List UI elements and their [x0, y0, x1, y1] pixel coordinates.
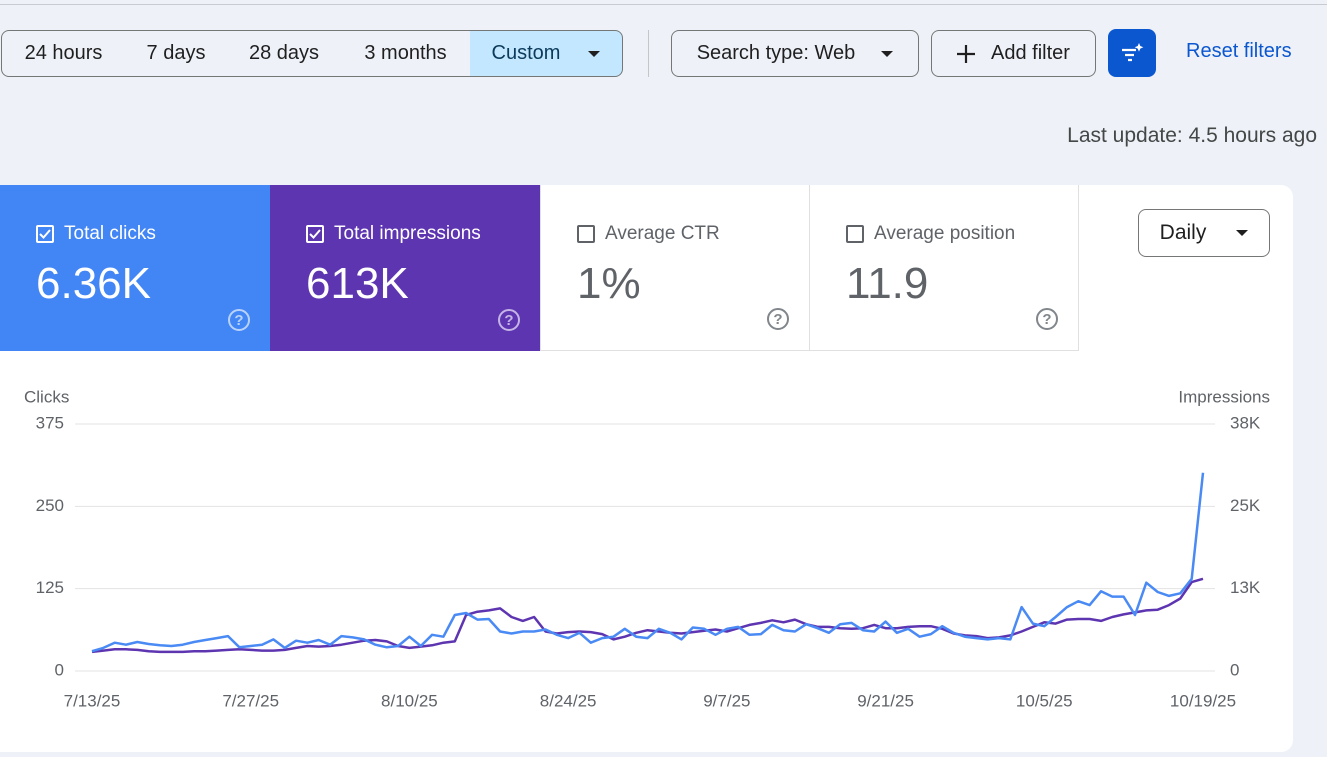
metric-value: 11.9	[846, 259, 929, 308]
checkbox	[577, 225, 595, 243]
x-tick-label: 7/27/25	[222, 691, 279, 710]
range-button[interactable]: 28 days	[227, 30, 342, 77]
x-tick-label: 10/19/25	[1170, 691, 1236, 710]
range-button[interactable]: 3 months	[341, 30, 471, 77]
filter-icon	[1122, 43, 1144, 62]
range-label: Custom	[491, 42, 561, 64]
dropdown-icon	[588, 50, 601, 57]
x-tick-label: 9/21/25	[857, 691, 914, 710]
metric-label: Total clicks	[64, 223, 156, 244]
x-tick-label: 9/7/25	[703, 691, 750, 710]
range-button[interactable]: 24 hours	[1, 30, 126, 77]
x-tick-label: 7/13/25	[64, 691, 121, 710]
metric-label: Total impressions	[334, 223, 481, 244]
y-tick-label: 250	[36, 496, 64, 515]
y2-tick-label: 13K	[1230, 578, 1261, 597]
chart: Clicks Impressions 0 125 250 375 0 13K 25K 38K 7…	[24, 387, 1270, 710]
metric-label: Average position	[874, 223, 1016, 244]
metric-tile[interactable]: Total clicks 6.36K ?	[0, 185, 270, 351]
range-button[interactable]: 7 days	[125, 30, 228, 77]
help-icon[interactable]: ?	[228, 309, 250, 331]
help-icon[interactable]: ?	[498, 309, 520, 331]
help-icon[interactable]: ?	[1036, 308, 1058, 330]
y-tick-label: 375	[36, 413, 64, 432]
y2-tick-label: 38K	[1230, 413, 1261, 432]
y-tick-label: 0	[55, 660, 64, 679]
divider	[0, 4, 1327, 5]
x-tick-label: 8/24/25	[540, 691, 597, 710]
metric-label: Average CTR	[605, 223, 720, 244]
help-icon[interactable]: ?	[767, 308, 789, 330]
metric-value: 613K	[306, 259, 409, 308]
metric-tile[interactable]: Average position 11.9 ?	[809, 185, 1079, 351]
metric-tile[interactable]: Total impressions 613K ?	[270, 185, 540, 351]
y2-tick-label: 0	[1230, 660, 1239, 679]
y2-tick-label: 25K	[1230, 496, 1261, 515]
checkbox	[36, 225, 54, 243]
dropdown-label: Daily	[1159, 221, 1207, 244]
metric-value: 1%	[577, 259, 641, 308]
y-tick-label: 125	[36, 578, 64, 597]
series-line	[91, 472, 1205, 653]
dropdown-icon	[1236, 230, 1249, 236]
checkbox	[306, 225, 324, 243]
divider	[648, 30, 649, 77]
y2-axis-title: Impressions	[1178, 387, 1270, 406]
reset-filters-link[interactable]: Reset filters	[1186, 40, 1292, 62]
series-line	[91, 577, 1204, 654]
x-tick-label: 10/5/25	[1016, 691, 1073, 710]
filter-button[interactable]	[1108, 29, 1156, 77]
search-type-button[interactable]: Search type: Web	[671, 30, 919, 77]
interval-dropdown[interactable]: Daily	[1138, 209, 1270, 257]
checkbox	[846, 225, 864, 243]
plus-icon	[957, 44, 976, 63]
y-axis-title: Clicks	[24, 387, 69, 406]
last-update: Last update: 4.5 hours ago	[1067, 124, 1317, 147]
range-button[interactable]: Custom	[470, 30, 623, 77]
metric-tile[interactable]: Average CTR 1% ?	[540, 185, 810, 351]
x-tick-label: 8/10/25	[381, 691, 438, 710]
button-label: Add filter	[991, 42, 1070, 64]
metric-value: 6.36K	[36, 259, 151, 308]
button-label: Search type: Web	[696, 42, 856, 64]
dropdown-icon	[881, 50, 894, 57]
add-filter-button[interactable]: Add filter	[931, 30, 1096, 77]
